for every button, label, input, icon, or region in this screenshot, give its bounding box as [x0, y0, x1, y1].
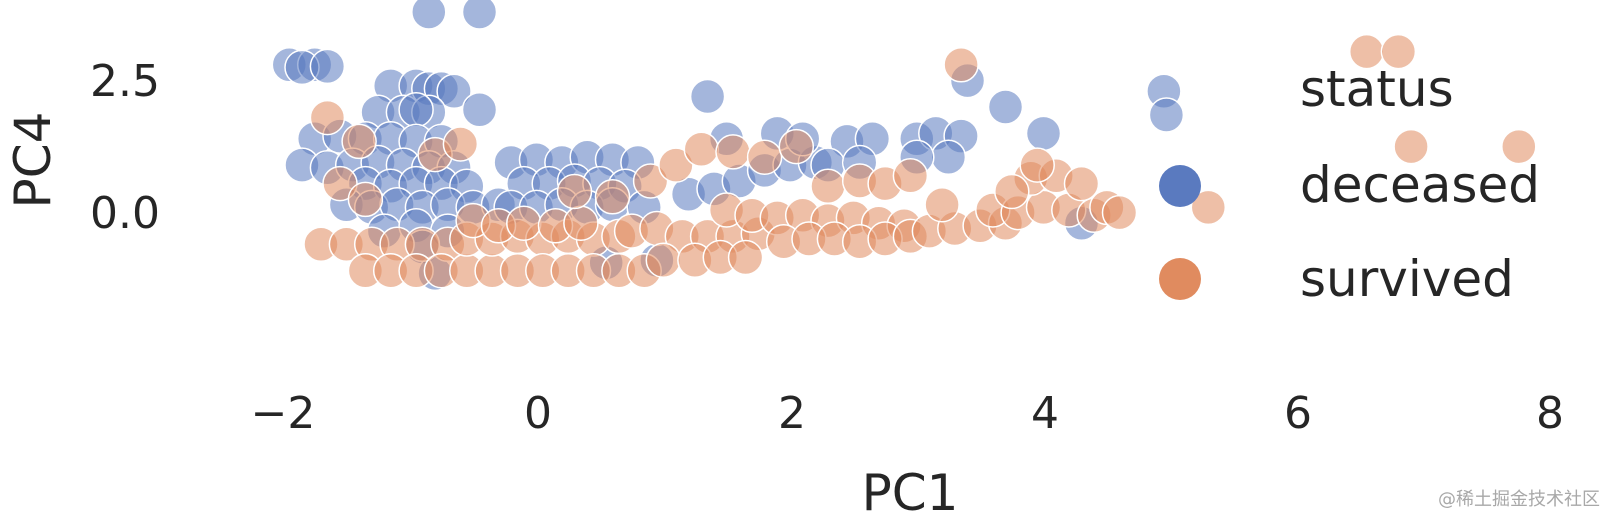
data-point-survived	[994, 173, 1030, 210]
data-point-survived	[442, 126, 479, 162]
data-point-deceased	[1025, 115, 1062, 152]
data-point-survived	[727, 239, 764, 276]
data-point-deceased	[987, 89, 1024, 125]
data-point-deceased	[461, 0, 498, 30]
data-point-survived	[778, 128, 815, 165]
data-point-survived	[892, 157, 929, 194]
data-point-deceased	[1148, 97, 1185, 133]
data-point-survived	[556, 173, 593, 210]
points-layer	[271, 0, 1537, 292]
x-tick-label: −2	[251, 388, 316, 439]
data-point-survived	[594, 179, 631, 215]
legend-label-survived: survived	[1300, 250, 1514, 308]
legend-marker-deceased	[1159, 165, 1201, 207]
x-tick-label: 6	[1284, 388, 1312, 439]
data-point-survived	[943, 47, 979, 83]
data-point-survived	[506, 205, 542, 241]
legend: status deceased survived	[1159, 60, 1540, 308]
legend-title: status	[1300, 60, 1454, 118]
y-tick-label: 0.0	[90, 188, 160, 239]
x-tick-label: 8	[1536, 388, 1564, 439]
data-point-survived	[1393, 128, 1429, 165]
data-point-deceased	[398, 91, 434, 128]
data-point-survived	[1380, 33, 1417, 70]
x-axis-ticks: −2 0 2 4 6 8	[251, 388, 1564, 439]
x-tick-label: 0	[524, 388, 552, 439]
data-point-survived	[658, 147, 694, 183]
legend-marker-survived	[1159, 258, 1201, 300]
y-axis-label: PC4	[4, 112, 62, 209]
data-point-deceased	[436, 73, 472, 109]
data-point-survived	[683, 131, 720, 168]
data-point-survived	[1190, 189, 1227, 226]
data-point-survived	[632, 163, 669, 199]
legend-label-deceased: deceased	[1300, 156, 1540, 214]
data-point-deceased	[930, 139, 967, 175]
data-point-survived	[309, 99, 346, 136]
x-tick-label: 2	[778, 388, 806, 439]
data-point-survived	[347, 181, 384, 218]
data-point-survived	[1063, 165, 1100, 202]
data-point-survived	[924, 186, 960, 223]
data-point-survived	[563, 205, 599, 241]
y-tick-label: 2.5	[90, 56, 160, 107]
data-point-survived	[746, 139, 783, 175]
y-axis-ticks: 0.0 2.5	[90, 56, 160, 239]
data-point-survived	[341, 123, 377, 160]
data-point-deceased	[461, 91, 498, 128]
data-point-survived	[1019, 147, 1055, 183]
data-point-survived	[1501, 128, 1537, 165]
data-point-survived	[322, 165, 358, 202]
watermark-text: @稀土掘金技术社区	[1438, 489, 1600, 510]
data-point-survived	[715, 134, 751, 170]
data-point-deceased	[411, 0, 447, 30]
data-point-survived	[645, 242, 682, 278]
x-tick-label: 4	[1031, 388, 1059, 439]
data-point-survived	[1101, 194, 1138, 231]
data-point-deceased	[689, 78, 726, 115]
data-point-deceased	[309, 48, 346, 85]
data-point-survived	[810, 168, 846, 204]
x-axis-label: PC1	[862, 464, 959, 522]
